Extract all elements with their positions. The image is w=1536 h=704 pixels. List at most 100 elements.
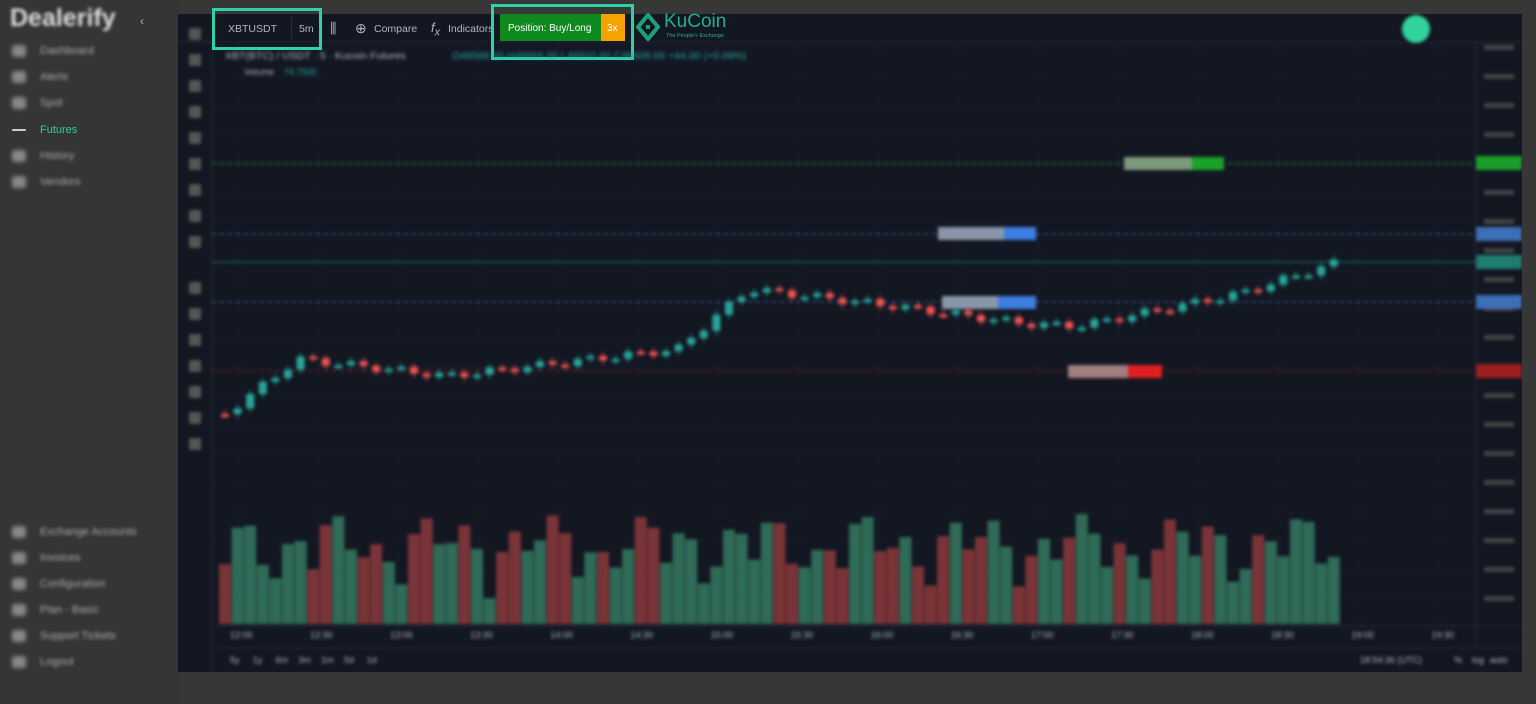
volume [773, 523, 786, 624]
candle [1292, 275, 1300, 279]
volume [1088, 533, 1101, 624]
menu-item[interactable]: Dashboard [40, 45, 94, 57]
volume [660, 562, 672, 624]
candle [863, 298, 872, 302]
volume [546, 515, 559, 624]
volume [1252, 535, 1265, 624]
scale-option[interactable]: auto [1490, 655, 1508, 665]
tool-icon [189, 54, 201, 66]
candle [750, 292, 759, 297]
candle [498, 367, 507, 371]
tool-icon [189, 360, 201, 372]
volume [634, 517, 647, 624]
candle [410, 366, 418, 374]
range-button[interactable]: 5d [344, 655, 355, 665]
volume [1063, 537, 1076, 624]
menu-item[interactable]: Futures [40, 123, 78, 136]
candle [359, 361, 368, 366]
candle [1266, 284, 1275, 292]
volume [345, 549, 357, 624]
kucoin-logo [636, 13, 660, 41]
range-button[interactable]: 5y [230, 655, 240, 665]
symbol[interactable]: XBTUSDT [228, 23, 278, 35]
candle [372, 365, 381, 372]
candle [762, 288, 771, 293]
volume [912, 566, 924, 624]
time-label: 15:30 [790, 630, 814, 640]
volume [1315, 563, 1328, 624]
candle [951, 310, 960, 315]
candle [258, 381, 267, 394]
price-label [1484, 451, 1514, 456]
volume [458, 525, 471, 624]
candle [473, 374, 481, 378]
interval[interactable]: 5m [299, 23, 314, 35]
collapse[interactable]: ‹ [140, 14, 144, 28]
candle [523, 366, 532, 373]
volume [1264, 541, 1277, 624]
menu-item[interactable]: Support Tickets [40, 630, 116, 642]
time-label: 17:00 [1031, 630, 1054, 640]
menu-icon [12, 45, 26, 57]
candle [309, 356, 318, 360]
menu-item[interactable]: Vendors [40, 176, 81, 188]
price-label [1484, 277, 1514, 282]
menu-item[interactable]: Plan - Basic [40, 604, 99, 616]
volume [256, 564, 269, 624]
volume [1075, 514, 1088, 624]
volume-value: 74.7930 [284, 67, 317, 77]
menu-item[interactable]: Spot [40, 97, 63, 110]
volume [471, 548, 483, 624]
menu-icon [12, 656, 26, 668]
symbol-highlight [212, 8, 322, 50]
candle [775, 288, 784, 292]
menu-item[interactable]: History [40, 149, 75, 162]
volume [1025, 555, 1038, 624]
compare-icon: ⊕ [355, 20, 367, 36]
time-label: 14:30 [630, 630, 654, 640]
candle [561, 364, 570, 368]
volume [849, 523, 861, 624]
volume [1214, 535, 1227, 624]
leverage: 3x [607, 23, 618, 34]
compare[interactable]: Compare [374, 23, 418, 35]
indicators[interactable]: Indicators [448, 23, 494, 35]
sidebar: Dealerify ‹ Dashboard Alerts Spot Futures Hi… [0, 0, 178, 704]
chart-type[interactable]: ⫼ [330, 20, 337, 36]
range-button[interactable]: 1y [252, 655, 263, 665]
avatar[interactable] [1402, 15, 1430, 43]
menu-item[interactable]: Configuration [40, 578, 106, 590]
volume [1151, 549, 1164, 624]
menu-item[interactable]: Alerts [40, 71, 69, 84]
candle [1128, 315, 1137, 322]
volume [1000, 546, 1013, 624]
volume [697, 583, 710, 624]
candle [397, 366, 406, 370]
range-button[interactable]: 6m [275, 655, 289, 665]
range-button[interactable]: 1d [366, 655, 377, 665]
scale-option[interactable]: % [1454, 655, 1463, 665]
menu-item[interactable]: Exchange Accounts [40, 526, 137, 538]
candle [888, 305, 897, 310]
volume [244, 525, 257, 624]
volume [382, 562, 395, 624]
volume [1239, 569, 1252, 624]
volume [420, 518, 433, 624]
candle [624, 351, 633, 359]
menu-item[interactable]: Invoices [40, 552, 81, 564]
candle [1140, 308, 1149, 316]
candle [599, 355, 607, 361]
clock: 18:54:36 (UTC) [1360, 655, 1423, 665]
scale-option[interactable]: log [1472, 655, 1485, 665]
volume [1176, 531, 1189, 624]
volume [949, 522, 962, 624]
order-label [1128, 365, 1162, 378]
candle [1178, 303, 1187, 312]
candle [737, 296, 746, 302]
price-label [1484, 596, 1514, 601]
range-button[interactable]: 3m [298, 655, 311, 665]
range-button[interactable]: 1m [321, 655, 334, 665]
price-label [1484, 103, 1514, 108]
menu-item[interactable]: Logout [40, 656, 74, 668]
